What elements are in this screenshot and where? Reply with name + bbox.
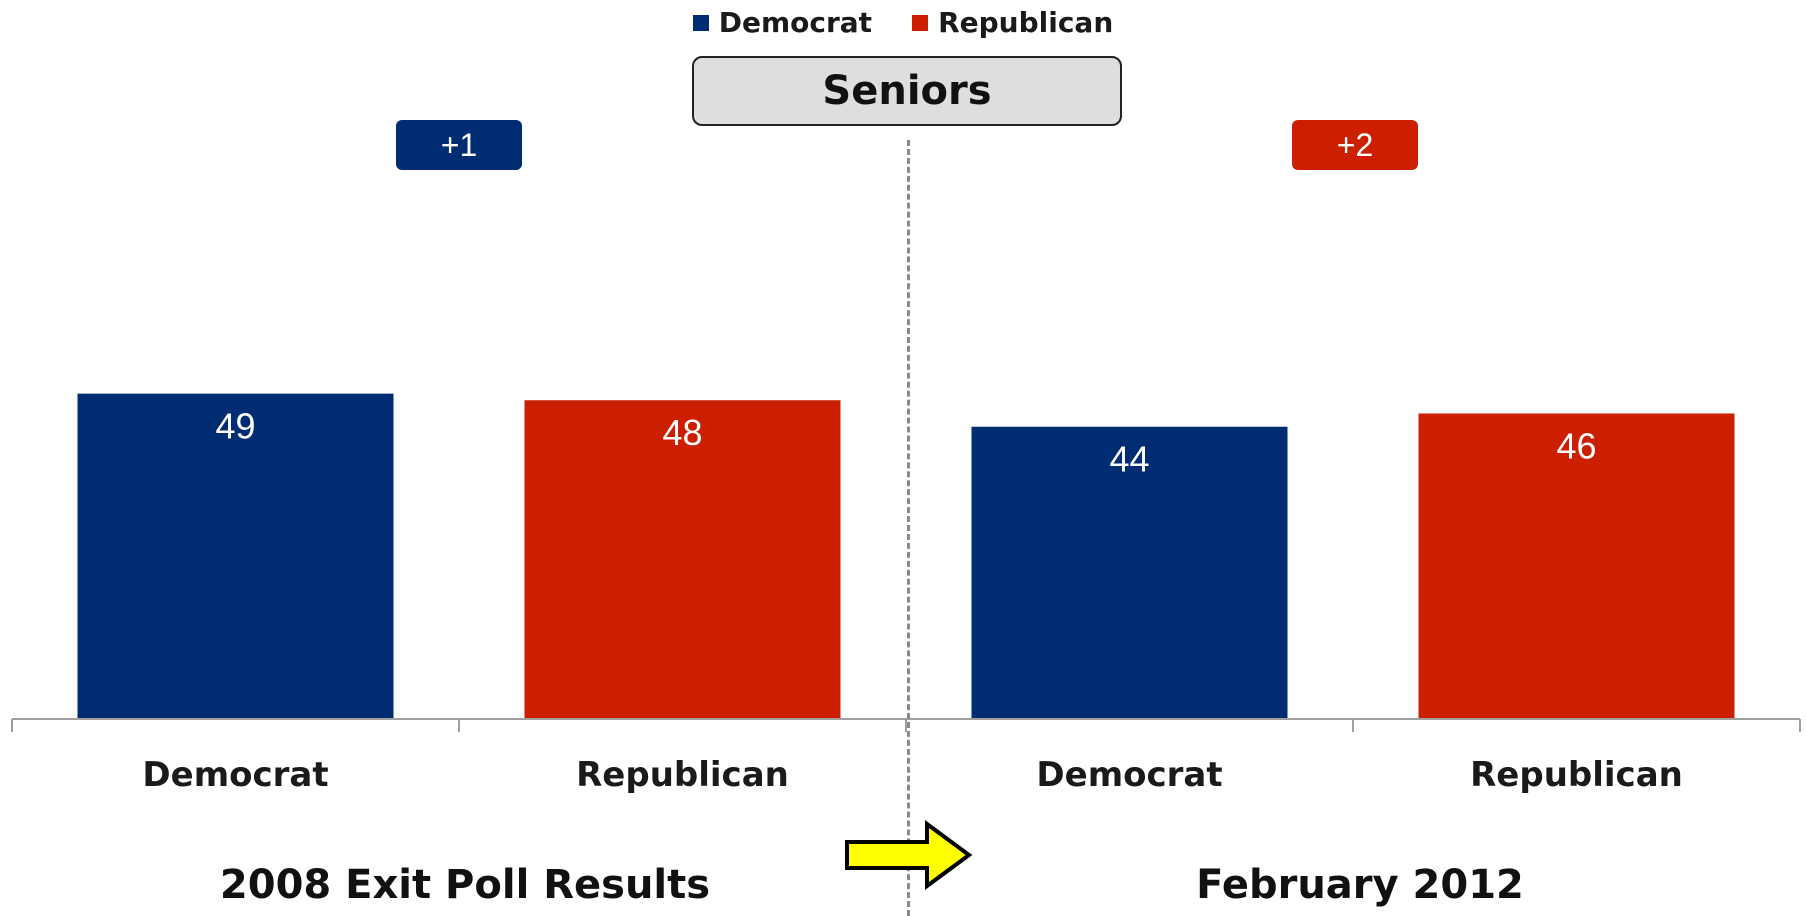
category-label-3: Republican bbox=[1470, 755, 1683, 795]
difference-badge-2008: +1 bbox=[396, 120, 522, 170]
bar-republican-3 bbox=[1418, 413, 1735, 718]
legend-swatch-republican bbox=[912, 14, 929, 31]
bar-democrat-2 bbox=[971, 426, 1288, 718]
data-label-3: 46 bbox=[1556, 425, 1596, 466]
legend-item-democrat: Democrat bbox=[692, 6, 873, 39]
difference-badge-2012: +2 bbox=[1292, 120, 1418, 170]
chart-title: Seniors bbox=[692, 56, 1122, 126]
legend: Democrat Republican bbox=[0, 6, 1806, 39]
yellow-arrow-right-icon bbox=[845, 820, 973, 890]
category-label-0: Democrat bbox=[142, 755, 328, 795]
group-title-2008: 2008 Exit Poll Results bbox=[219, 862, 711, 908]
bar-democrat-0 bbox=[77, 393, 394, 718]
bar-republican-1 bbox=[524, 400, 841, 718]
legend-swatch-democrat bbox=[692, 14, 709, 31]
legend-item-republican: Republican bbox=[912, 6, 1113, 39]
legend-label-republican: Republican bbox=[938, 6, 1114, 39]
data-label-1: 48 bbox=[662, 412, 702, 453]
data-label-2: 44 bbox=[1109, 439, 1149, 480]
category-label-1: Republican bbox=[576, 755, 789, 795]
group-divider bbox=[907, 140, 910, 916]
group-title-2012: February 2012 bbox=[1196, 862, 1524, 908]
legend-label-democrat: Democrat bbox=[718, 6, 873, 39]
data-label-0: 49 bbox=[215, 406, 255, 447]
category-label-2: Democrat bbox=[1036, 755, 1222, 795]
